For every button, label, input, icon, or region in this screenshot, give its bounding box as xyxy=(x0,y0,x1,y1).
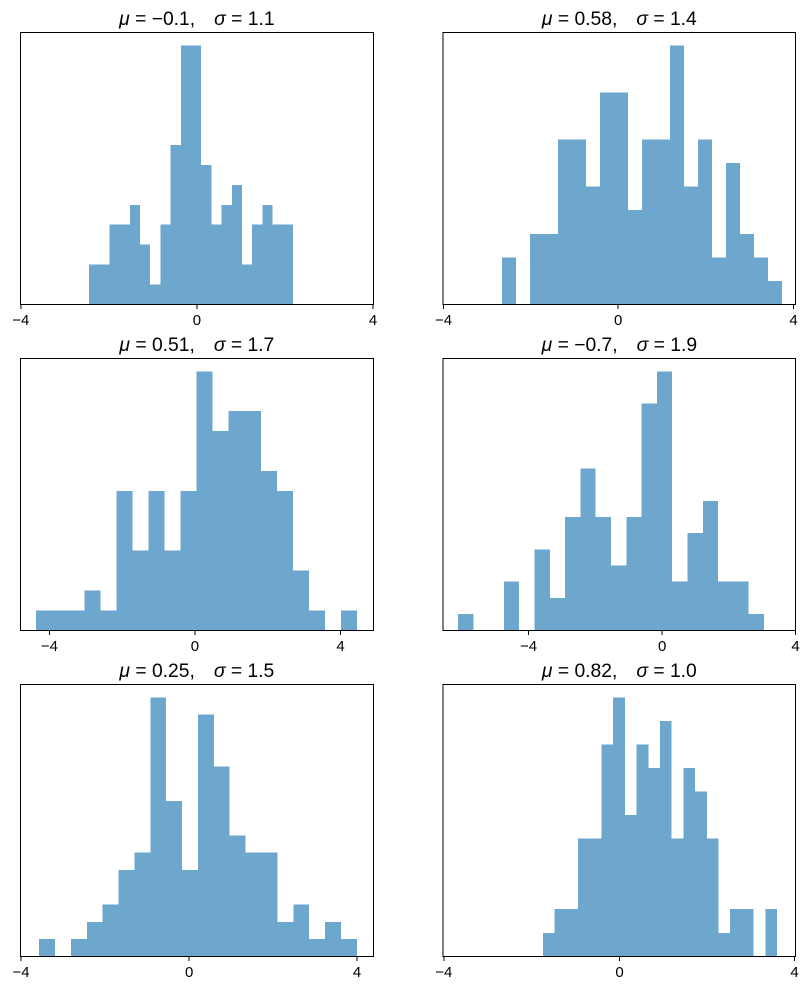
svg-text:4: 4 xyxy=(790,964,798,981)
svg-text:−4: −4 xyxy=(435,312,452,329)
svg-text:μ = 0.51,σ = 1.7: μ = 0.51, σ = 1.7 xyxy=(118,335,274,356)
svg-text:4: 4 xyxy=(336,638,344,655)
svg-text:μ = 0.25,σ = 1.5: μ = 0.25, σ = 1.5 xyxy=(118,661,274,682)
svg-text:4: 4 xyxy=(791,638,799,655)
svg-text:−4: −4 xyxy=(12,312,29,329)
svg-text:μ = 0.58,σ = 1.4: μ = 0.58, σ = 1.4 xyxy=(541,9,697,30)
svg-text:0: 0 xyxy=(191,638,199,655)
svg-text:μ = 0.82,σ = 1.0: μ = 0.82, σ = 1.0 xyxy=(541,661,697,682)
svg-text:0: 0 xyxy=(615,964,623,981)
svg-text:0: 0 xyxy=(185,964,193,981)
svg-text:μ = −0.7,σ = 1.9: μ = −0.7, σ = 1.9 xyxy=(541,335,697,356)
svg-text:−4: −4 xyxy=(41,638,58,655)
svg-text:−4: −4 xyxy=(520,638,537,655)
svg-text:μ = −0.1,σ = 1.1: μ = −0.1, σ = 1.1 xyxy=(118,9,274,30)
svg-text:0: 0 xyxy=(614,312,622,329)
svg-text:4: 4 xyxy=(369,312,377,329)
svg-text:0: 0 xyxy=(658,638,666,655)
svg-text:4: 4 xyxy=(789,312,797,329)
svg-text:−4: −4 xyxy=(435,964,452,981)
svg-text:0: 0 xyxy=(193,312,201,329)
svg-text:4: 4 xyxy=(353,964,361,981)
svg-text:−4: −4 xyxy=(12,964,29,981)
